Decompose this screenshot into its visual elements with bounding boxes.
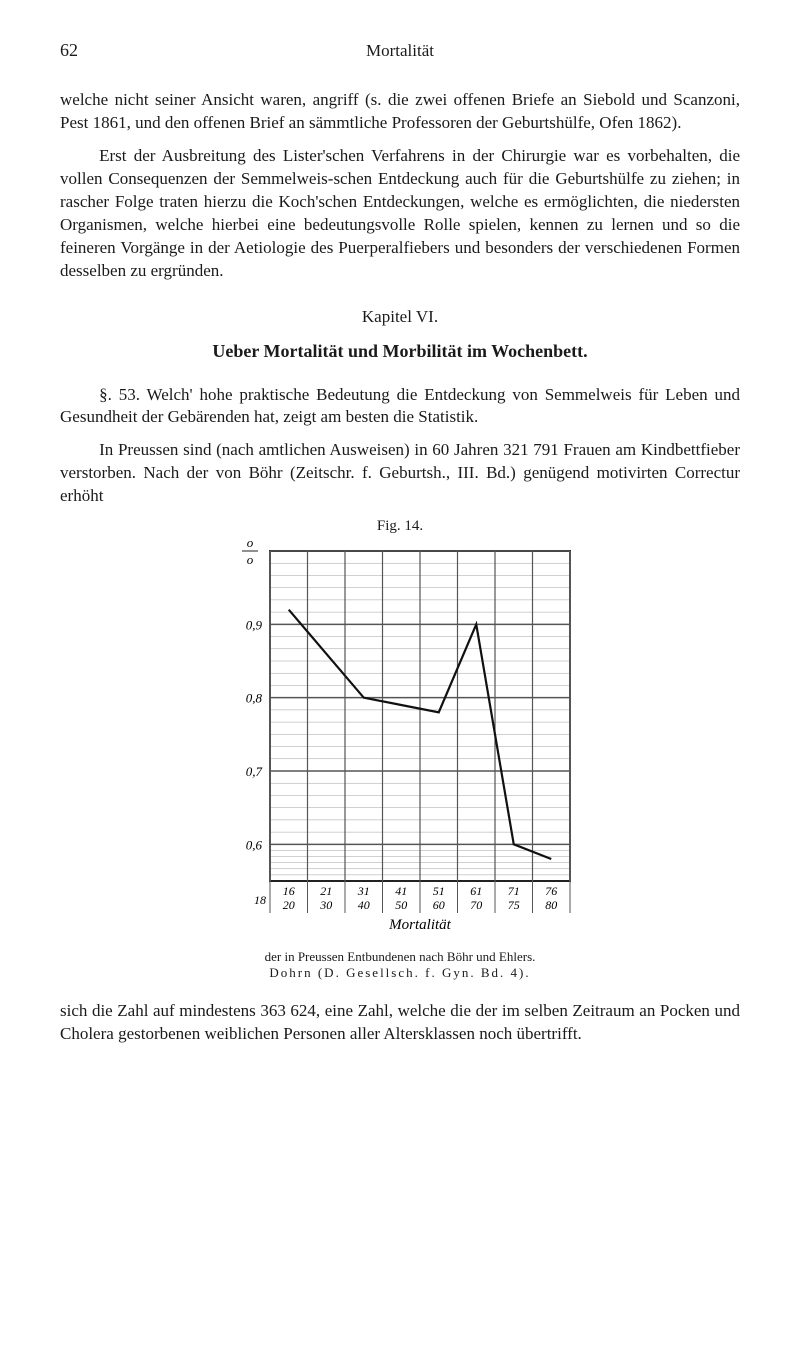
chart-container: oo 0,9 0,8 0,7 0,6 18 1620 2130 3140 4150 5160 6170…	[60, 541, 740, 941]
svg-text:21: 21	[320, 884, 332, 898]
svg-text:41: 41	[395, 884, 407, 898]
mortality-chart: oo 0,9 0,8 0,7 0,6 18 1620 2130 3140 4150 5160 6170…	[220, 541, 580, 941]
chapter-title: Kapitel VI.	[60, 307, 740, 327]
figure-top-caption: Fig. 14.	[60, 518, 740, 535]
paragraph-5: sich die Zahl auf mindestens 363 624, ei…	[60, 1000, 740, 1046]
figure-bottom-caption: der in Preussen Entbundenen nach Böhr un…	[60, 949, 740, 982]
svg-text:40: 40	[358, 898, 370, 912]
svg-text:0,7: 0,7	[246, 764, 263, 779]
page-number: 62	[60, 40, 120, 61]
svg-text:Mortalität: Mortalität	[388, 917, 452, 933]
svg-text:0,8: 0,8	[246, 691, 263, 706]
svg-text:51: 51	[433, 884, 445, 898]
svg-text:o: o	[247, 552, 254, 567]
svg-text:60: 60	[433, 898, 445, 912]
svg-text:20: 20	[283, 898, 295, 912]
svg-text:61: 61	[470, 884, 482, 898]
svg-text:71: 71	[508, 884, 520, 898]
caption-line-2: Dohrn (D. Gesellsch. f. Gyn. Bd. 4).	[269, 965, 530, 980]
svg-text:31: 31	[357, 884, 370, 898]
svg-text:75: 75	[508, 898, 520, 912]
svg-text:76: 76	[545, 884, 557, 898]
section-title: Ueber Mortalität und Morbilität im Woche…	[60, 341, 740, 362]
running-head: Mortalität	[120, 41, 740, 61]
page-header: 62 Mortalität	[60, 40, 740, 61]
svg-text:80: 80	[545, 898, 557, 912]
svg-text:o: o	[247, 541, 254, 550]
svg-text:0,9: 0,9	[246, 618, 263, 633]
svg-text:70: 70	[470, 898, 482, 912]
paragraph-2: Erst der Ausbreitung des Lister'schen Ve…	[60, 145, 740, 283]
caption-line-1: der in Preussen Entbundenen nach Böhr un…	[265, 949, 536, 964]
page: 62 Mortalität welche nicht seiner Ansich…	[0, 0, 800, 1096]
paragraph-1: welche nicht seiner Ansicht waren, angri…	[60, 89, 740, 135]
svg-text:16: 16	[283, 884, 295, 898]
svg-text:0,6: 0,6	[246, 838, 263, 853]
paragraph-3: §. 53. Welch' hohe praktische Bedeutung …	[60, 384, 740, 430]
svg-text:50: 50	[395, 898, 407, 912]
paragraph-4: In Preussen sind (nach amtlichen Ausweis…	[60, 439, 740, 508]
svg-text:30: 30	[319, 898, 332, 912]
svg-text:18: 18	[254, 893, 266, 907]
